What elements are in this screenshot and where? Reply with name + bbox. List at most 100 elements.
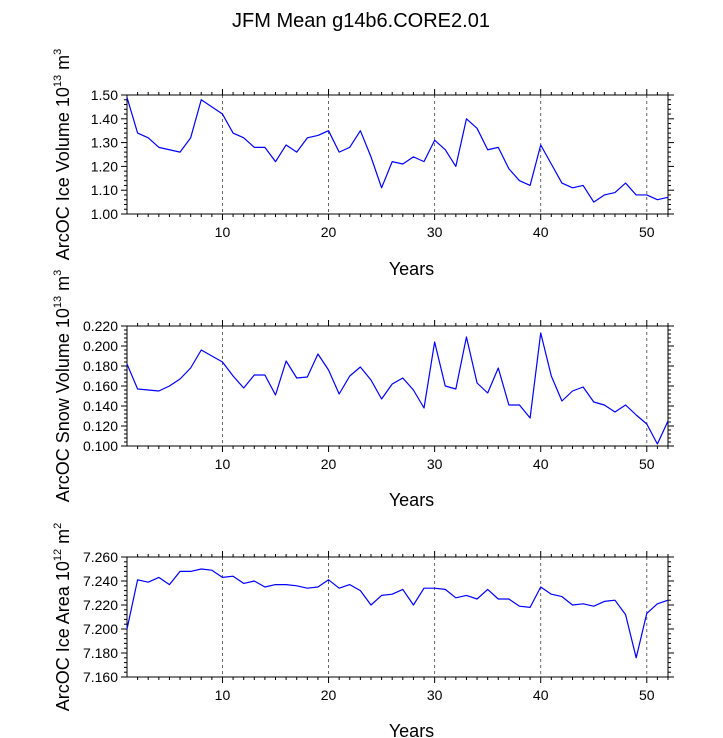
x-tick-label: 50 [639, 456, 655, 472]
data-point [486, 149, 488, 151]
data-point [593, 201, 595, 203]
data-point [296, 377, 298, 379]
data-point [126, 363, 128, 365]
data-point [646, 194, 648, 196]
data-point [497, 598, 499, 600]
data-point [296, 151, 298, 153]
y-tick-label: 7.200 [83, 621, 118, 637]
y-axis-label-text: m [53, 529, 73, 549]
data-point [359, 366, 361, 368]
y-axis-label-exponent: 13 [52, 296, 64, 308]
x-tick-label: 10 [215, 456, 231, 472]
data-point [529, 184, 531, 186]
data-point [380, 594, 382, 596]
data-point [540, 332, 542, 334]
data-point [433, 139, 435, 141]
data-point [370, 379, 372, 381]
y-tick-label: 7.160 [83, 669, 118, 685]
data-point [232, 575, 234, 577]
data-point [455, 165, 457, 167]
data-point [444, 385, 446, 387]
x-tick-label: 50 [639, 224, 655, 240]
data-point [327, 130, 329, 132]
x-axis-label: Years [389, 259, 434, 279]
data-point [242, 137, 244, 139]
data-point [253, 146, 255, 148]
data-point [158, 146, 160, 148]
data-point [476, 598, 478, 600]
data-point [635, 414, 637, 416]
data-point [465, 336, 467, 338]
data-point [274, 394, 276, 396]
data-point [667, 420, 669, 422]
data-point [136, 579, 138, 581]
data-point [497, 367, 499, 369]
y-tick-label: 0.200 [83, 338, 118, 354]
data-point [444, 149, 446, 151]
data-point [200, 568, 202, 570]
data-point [158, 390, 160, 392]
data-point [327, 579, 329, 581]
y-tick-label: 7.180 [83, 645, 118, 661]
data-point [603, 194, 605, 196]
data-point [455, 597, 457, 599]
y-tick-label: 7.220 [83, 597, 118, 613]
data-point [561, 182, 563, 184]
data-point [147, 389, 149, 391]
data-point [423, 587, 425, 589]
data-point [476, 127, 478, 129]
data-point [465, 594, 467, 596]
x-tick-label: 10 [215, 224, 231, 240]
data-point [455, 388, 457, 390]
y-tick-label: 1.40 [91, 111, 118, 127]
data-point [200, 99, 202, 101]
data-point [317, 586, 319, 588]
data-point [402, 163, 404, 165]
data-point [158, 576, 160, 578]
y-axis-label: ArcOC Ice Volume 1013 m3 [52, 49, 73, 260]
data-point [656, 443, 658, 445]
y-axis-label-exponent: 13 [52, 75, 64, 87]
data-point [168, 149, 170, 151]
data-point [211, 569, 213, 571]
y-axis-label: ArcOC Ice Area 1012 m2 [52, 523, 73, 711]
y-axis-label: ArcOC Snow Volume 1013 m3 [52, 270, 73, 502]
data-point [486, 588, 488, 590]
data-point [126, 96, 128, 98]
data-point [550, 593, 552, 595]
data-point [476, 382, 478, 384]
data-point [550, 163, 552, 165]
data-point [179, 378, 181, 380]
data-point [285, 583, 287, 585]
data-point [518, 179, 520, 181]
data-point [338, 151, 340, 153]
data-point [189, 367, 191, 369]
data-point [656, 603, 658, 605]
plot-frame [126, 556, 669, 678]
data-point [391, 160, 393, 162]
data-point [242, 387, 244, 389]
data-point [211, 355, 213, 357]
data-point [338, 587, 340, 589]
y-tick-label: 1.10 [91, 182, 118, 198]
data-point [317, 134, 319, 136]
data-point [136, 388, 138, 390]
data-point [306, 376, 308, 378]
data-point [614, 599, 616, 601]
data-point [168, 583, 170, 585]
panel-2: 10 20 30 40 50 0.100 0.120 0.140 0.160 0.180 0.200… [52, 270, 674, 510]
data-point [285, 144, 287, 146]
data-point [508, 404, 510, 406]
data-point [253, 374, 255, 376]
data-point [221, 361, 223, 363]
data-point [221, 576, 223, 578]
y-tick-label: 0.120 [83, 418, 118, 434]
data-point [508, 598, 510, 600]
data-point [614, 411, 616, 413]
data-point [635, 194, 637, 196]
data-point [540, 586, 542, 588]
data-point [518, 605, 520, 607]
data-point [168, 385, 170, 387]
y-axis-label-text: ArcOC Ice Area 10 [53, 561, 73, 711]
